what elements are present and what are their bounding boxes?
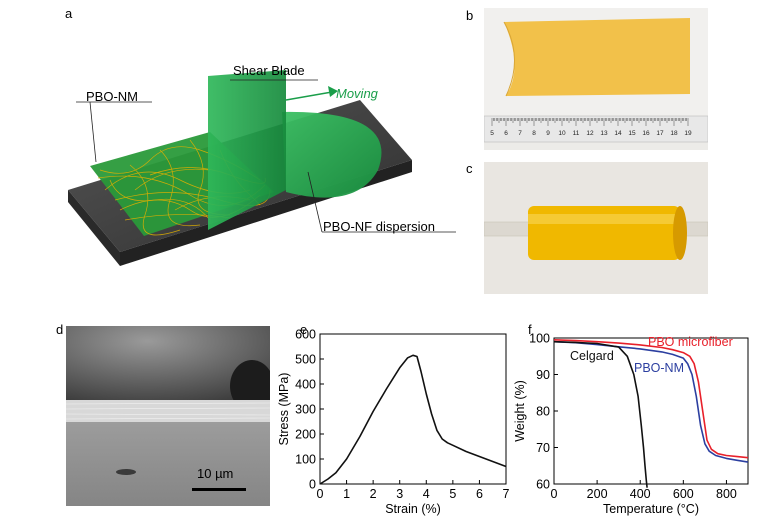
- series-line-0: [319, 354, 507, 485]
- y-tick-label: 80: [536, 405, 550, 419]
- x-tick-label: 7: [503, 487, 510, 501]
- moving-arrow: [285, 91, 333, 101]
- x-tick-label: 4: [423, 487, 430, 501]
- y-tick-label: 90: [536, 368, 550, 382]
- moving-arrowhead: [328, 86, 338, 97]
- ruler-number: 17: [656, 130, 664, 137]
- panel-letter-b: b: [466, 8, 474, 23]
- series-line-celgard: [553, 340, 648, 488]
- shear-blade: [208, 70, 286, 230]
- panel-letter-d: d: [56, 322, 64, 337]
- x-tick-label: 5: [449, 487, 456, 501]
- y-tick-label: 100: [295, 453, 316, 467]
- y-tick-label: 100: [529, 332, 550, 346]
- y-tick-label: 300: [295, 403, 316, 417]
- x-tick-label: 3: [396, 487, 403, 501]
- membrane-label: PBO-NM: [86, 89, 138, 104]
- ruler-number: 5: [490, 130, 494, 137]
- membrane-film: [504, 18, 690, 96]
- panel-letter-a: a: [65, 6, 73, 21]
- x-tick-label: 2: [370, 487, 377, 501]
- scale-bar: [192, 488, 246, 491]
- ruler-number: 15: [628, 130, 636, 137]
- y-tick-label: 500: [295, 353, 316, 367]
- series-line-pbo-microfiber: [553, 339, 749, 459]
- panel-a-schematic: [68, 70, 456, 266]
- ruler-number: 11: [573, 130, 580, 137]
- ruler-number: 13: [600, 130, 608, 137]
- ruler-number: 8: [532, 130, 536, 137]
- dispersion-leader: [307, 171, 323, 233]
- panel-d-sem-image: [66, 326, 270, 506]
- panel-c-photo: [484, 162, 708, 294]
- x-axis-label: Temperature (°C): [603, 502, 699, 516]
- x-tick-label: 1: [343, 487, 350, 501]
- ruler: [484, 115, 708, 143]
- y-tick-label: 200: [295, 428, 316, 442]
- dispersion-label: PBO-NF dispersion: [323, 219, 435, 234]
- y-tick-label: 60: [536, 478, 550, 492]
- membrane-leader: [89, 101, 97, 163]
- ruler-number: 18: [670, 130, 678, 137]
- ruler-number: 9: [546, 130, 550, 137]
- ruler-number: 14: [614, 130, 622, 137]
- x-tick-label: 0: [317, 487, 324, 501]
- ruler-number: 6: [504, 130, 508, 137]
- y-tick-label: 70: [536, 441, 550, 455]
- y-tick-label: 600: [295, 328, 316, 342]
- dispersion-pool: [282, 111, 382, 198]
- cross-section-layer: [66, 400, 270, 422]
- ruler-number: 19: [684, 130, 692, 137]
- panel-letter-f: f: [528, 322, 532, 337]
- ruler-number: 16: [642, 130, 650, 137]
- shear-blade-label: Shear Blade: [233, 63, 305, 78]
- ruler-numbers: 5 6 7 8 9 10 11 12 13 14 15 16 17 18 19: [490, 130, 692, 137]
- panel-letter-c: c: [466, 161, 473, 176]
- scale-bar-label: 10 µm: [197, 466, 234, 481]
- ruler-number: 12: [586, 130, 594, 137]
- ruler-number: 10: [558, 130, 566, 137]
- x-tick-label: 200: [587, 487, 608, 501]
- panel-b-photo: 5 6 7 8 9 10 11 12 13 14 15 16 17 18 19: [484, 8, 708, 150]
- x-tick-label: 0: [551, 487, 558, 501]
- y-axis-label: Weight (%): [513, 380, 527, 442]
- y-axis-label: Stress (MPa): [277, 373, 291, 446]
- series-label: PBO-NM: [634, 361, 684, 375]
- x-tick-label: 800: [716, 487, 737, 501]
- ruler-number: 7: [518, 130, 522, 137]
- panel-letter-e: e: [300, 322, 308, 337]
- substrate-side: [68, 190, 120, 266]
- x-tick-label: 600: [673, 487, 694, 501]
- y-tick-label: 400: [295, 378, 316, 392]
- y-tick-label: 0: [309, 478, 316, 492]
- x-axis-label: Strain (%): [385, 502, 441, 516]
- x-tick-label: 400: [630, 487, 651, 501]
- x-tick-label: 6: [476, 487, 483, 501]
- ruler-ticks: [491, 118, 689, 126]
- plot-frame: [319, 333, 507, 485]
- series-label: PBO microfiber: [648, 335, 733, 349]
- series-label: Celgard: [570, 349, 614, 363]
- tga-chart: 0 200 400 600 800 60 70 80 90 100 Temperature (°C)…: [513, 332, 749, 516]
- stress-strain-chart: 0 1 2 3 4 5 6 7 0 100 200 300 400 500 600 Strain (%) Str…: [277, 328, 510, 517]
- moving-label: Moving: [336, 86, 378, 101]
